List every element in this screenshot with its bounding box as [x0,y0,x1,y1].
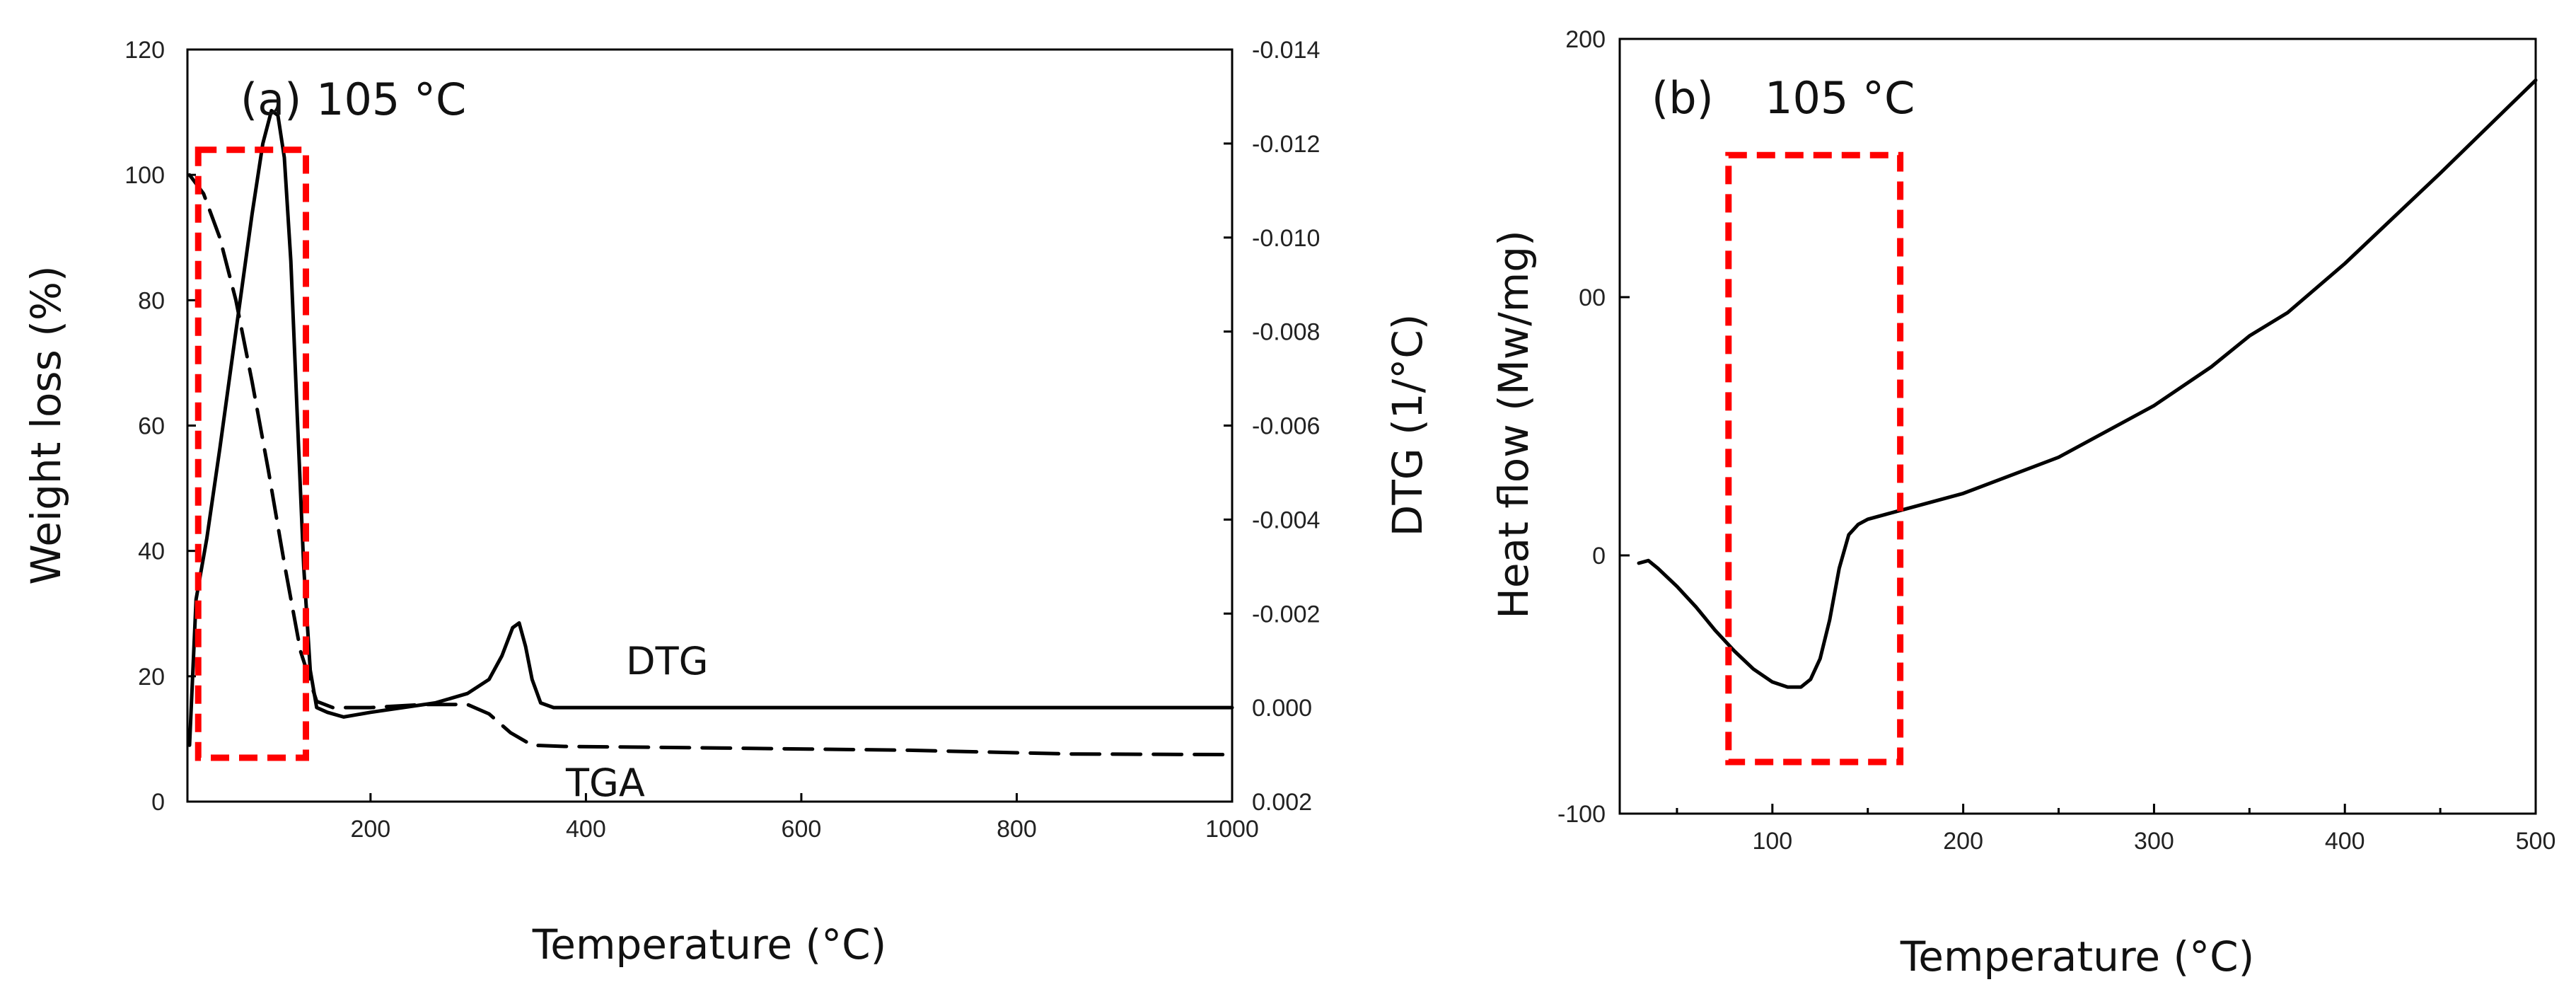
panel-b-label: (b) [1652,72,1714,124]
panel-b-x-tick-label: 100 [1752,828,1792,855]
panel-a-y-ticks-left: 0 20 40 60 80 100 120 [124,37,196,816]
panel-a-tga-annotation: TGA [565,761,645,805]
panel-b-y-tick-label: 200 [1565,26,1606,53]
panel-a-y-axis-title: Weight loss (%) [22,265,70,584]
panel-a-title: 105 °C [316,74,466,125]
panel-a-y-ticks-right: 0.002 0.000 -0.002 -0.004 -0.006 -0.008 -0.010… [1224,37,1320,816]
panel-b-x-tick-label: 200 [1943,828,1983,855]
panel-a-highlight-box [195,146,309,761]
panel-a-x-tick-label: 600 [782,816,822,843]
panel-a-y-right-tick-label: -0.012 [1252,131,1320,158]
panel-a-y-tick-label: 80 [138,287,165,314]
panel-a-y-right-tick-label: 0.000 [1252,695,1312,722]
panel-a-series-dtg-line [187,108,1234,747]
panel-a-series-tga-line [187,173,1234,757]
panel-b-series [1637,78,2538,689]
panel-a-y-tick-label: 40 [138,538,165,565]
panel-a-y-right-tick-label: 0.002 [1252,789,1312,816]
panel-b-x-tick-label: 500 [2516,828,2556,855]
panel-a-dtg-annotation: DTG [626,639,708,683]
panel-a-y-right-tick-label: -0.008 [1252,319,1320,346]
panel-a-y-right-tick-label: -0.006 [1252,413,1320,440]
panel-b-x-axis-title: Temperature (°C) [1900,932,2255,981]
panel-a-y-right-tick-label: -0.002 [1252,601,1320,628]
panel-a-y-tick-label: 20 [138,664,165,691]
panel-a-y-axis-title-right: DTG (1/°C) [1383,314,1432,537]
panel-a-x-tick-label: 1000 [1205,816,1259,843]
panel-b-title: 105 °C [1765,72,1915,124]
panel-a-y-tick-label: 100 [124,162,165,189]
panel-b-y-tick-label: 00 [1579,284,1606,311]
panel-a-y-right-tick-label: -0.010 [1252,225,1320,252]
panel-b-series-heat-flow-line [1637,78,2538,689]
panel-a-plot-frame [186,48,1234,803]
panel-b-x-ticks: 100 200 300 400 500 [1676,804,2556,855]
panel-b-plot-frame [1618,37,2537,815]
panel-a-y-right-tick-label: -0.014 [1252,37,1320,64]
panel-a-x-tick-label: 200 [350,816,390,843]
panel-b-y-tick-label: 0 [1592,543,1606,570]
panel-b-highlight-box [1725,151,1904,766]
panel-a-y-right-tick-label: -0.004 [1252,507,1320,533]
panel-b-y-axis-title: Heat flow (Mw/mg) [1490,230,1538,619]
panel-a-y-tick-label: 60 [138,413,165,440]
panel-b-x-tick-label: 400 [2325,828,2365,855]
panel-a-y-tick-label: 0 [151,789,165,816]
panel-a-y-tick-label: 120 [124,37,165,64]
panel-a-x-tick-label: 400 [566,816,606,843]
panel-a-label: (a) [240,74,301,125]
panel-a-series [187,108,1234,757]
panel-a-x-axis-title: Temperature (°C) [532,920,887,969]
panel-a-x-ticks: 200 400 600 800 1000 [350,793,1259,843]
panel-b-y-tick-label: -100 [1557,801,1606,828]
panel-a-x-tick-label: 800 [997,816,1037,843]
panel-b-x-tick-label: 300 [2134,828,2174,855]
